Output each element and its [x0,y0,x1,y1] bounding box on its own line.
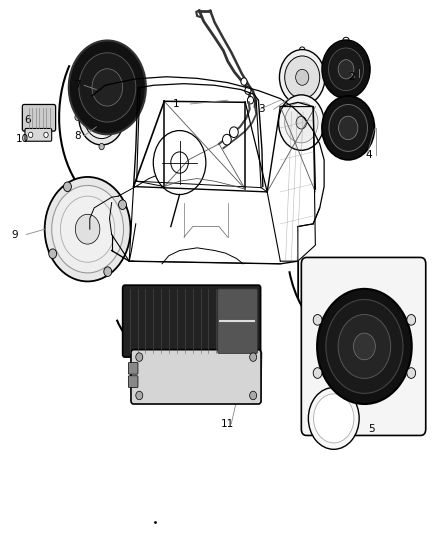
FancyBboxPatch shape [131,350,261,404]
Circle shape [296,116,307,129]
Text: 10: 10 [15,134,28,143]
Circle shape [69,41,146,134]
Circle shape [92,69,123,106]
Circle shape [313,314,322,325]
Text: 4: 4 [366,150,372,159]
Text: 3: 3 [258,104,265,114]
Circle shape [49,249,57,259]
Circle shape [223,134,231,145]
Text: 7: 7 [74,80,81,90]
Circle shape [92,106,111,129]
Circle shape [308,387,359,449]
Circle shape [98,113,105,122]
FancyBboxPatch shape [22,104,56,131]
Circle shape [241,78,247,85]
Circle shape [52,185,124,273]
Circle shape [247,96,254,104]
FancyBboxPatch shape [128,362,138,374]
Circle shape [250,353,257,361]
Circle shape [329,104,367,151]
Circle shape [407,368,416,378]
Circle shape [326,300,403,393]
Circle shape [136,391,143,400]
Circle shape [250,391,257,400]
Circle shape [136,353,143,361]
Circle shape [230,127,238,138]
FancyBboxPatch shape [25,128,52,141]
Circle shape [28,132,33,138]
FancyBboxPatch shape [123,285,261,357]
Circle shape [317,289,412,404]
Circle shape [60,196,115,262]
Text: 1: 1 [173,99,180,109]
Text: 6: 6 [24,115,31,125]
Circle shape [313,368,322,378]
Circle shape [322,96,374,160]
Text: 9: 9 [11,230,18,239]
Circle shape [338,60,354,79]
Circle shape [64,182,71,191]
Text: 11: 11 [221,419,234,429]
Circle shape [245,87,251,94]
Text: 5: 5 [368,424,374,434]
Circle shape [99,143,104,150]
Circle shape [119,200,127,209]
Circle shape [285,56,320,99]
Circle shape [99,85,104,91]
Text: 8: 8 [74,131,81,141]
Circle shape [322,40,370,99]
FancyBboxPatch shape [128,376,138,387]
Circle shape [75,214,100,244]
Circle shape [314,394,354,443]
Circle shape [104,267,112,277]
Circle shape [84,96,119,139]
FancyBboxPatch shape [218,289,258,353]
Circle shape [75,114,80,120]
Circle shape [79,90,124,145]
FancyBboxPatch shape [301,257,426,435]
Circle shape [279,95,324,150]
Circle shape [279,50,325,105]
Circle shape [339,116,358,140]
Circle shape [353,333,375,360]
Circle shape [285,102,318,143]
Circle shape [296,69,309,85]
Circle shape [123,114,128,120]
Text: 2: 2 [348,72,355,82]
Circle shape [44,132,48,138]
Circle shape [79,53,136,122]
Circle shape [328,48,364,91]
Circle shape [338,314,391,378]
Circle shape [45,177,131,281]
Circle shape [407,314,416,325]
